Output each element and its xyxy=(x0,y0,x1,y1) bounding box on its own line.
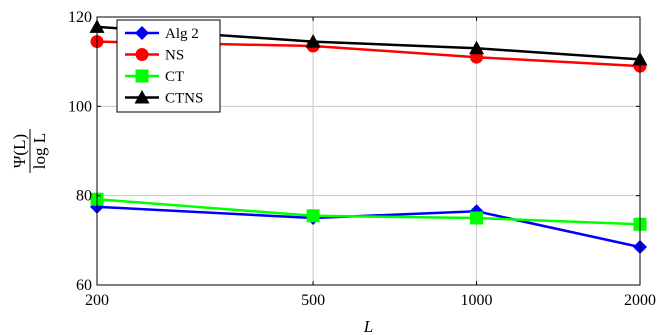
x-tick-label: 2000 xyxy=(624,292,656,309)
data-point xyxy=(469,40,485,55)
series-line xyxy=(96,205,641,249)
y-axis-label: Ψ(L) log L xyxy=(10,129,49,173)
data-point xyxy=(305,34,321,48)
y-tick-label: 120 xyxy=(68,9,92,26)
legend: Alg 2 NS CT CTNS xyxy=(116,19,221,113)
series-0 xyxy=(90,199,647,255)
data-point xyxy=(470,211,484,225)
y-axis-label-numerator: Ψ(L) xyxy=(10,134,29,168)
legend-swatch-marker xyxy=(135,26,149,40)
legend-swatch-marker xyxy=(135,69,149,83)
x-tick-label: 500 xyxy=(301,292,325,309)
legend-swatch-marker xyxy=(135,48,149,61)
y-tick-label: 100 xyxy=(68,98,92,115)
x-axis-label: L xyxy=(363,317,373,335)
legend-swatch-marker xyxy=(134,90,150,104)
data-point xyxy=(306,209,320,223)
legend-entry: CT xyxy=(125,69,184,85)
y-axis-label-denominator: log L xyxy=(30,133,49,169)
legend-label: NS xyxy=(165,48,184,64)
legend-label: Alg 2 xyxy=(165,26,199,42)
ticks: 200 500 1000 2000 60 80 100 120 xyxy=(68,9,656,309)
y-tick-label: 80 xyxy=(76,188,92,205)
x-tick-label: 200 xyxy=(85,292,109,309)
x-tick-label: 1000 xyxy=(461,292,493,309)
legend-entry: Alg 2 xyxy=(125,26,199,42)
legend-label: CT xyxy=(165,69,184,85)
legend-entry: NS xyxy=(125,48,184,64)
y-tick-label: 60 xyxy=(76,277,92,294)
plot-frame xyxy=(96,16,641,286)
legend-label: CTNS xyxy=(165,91,203,107)
series-line xyxy=(96,197,641,226)
legend-entry: CTNS xyxy=(125,90,203,107)
